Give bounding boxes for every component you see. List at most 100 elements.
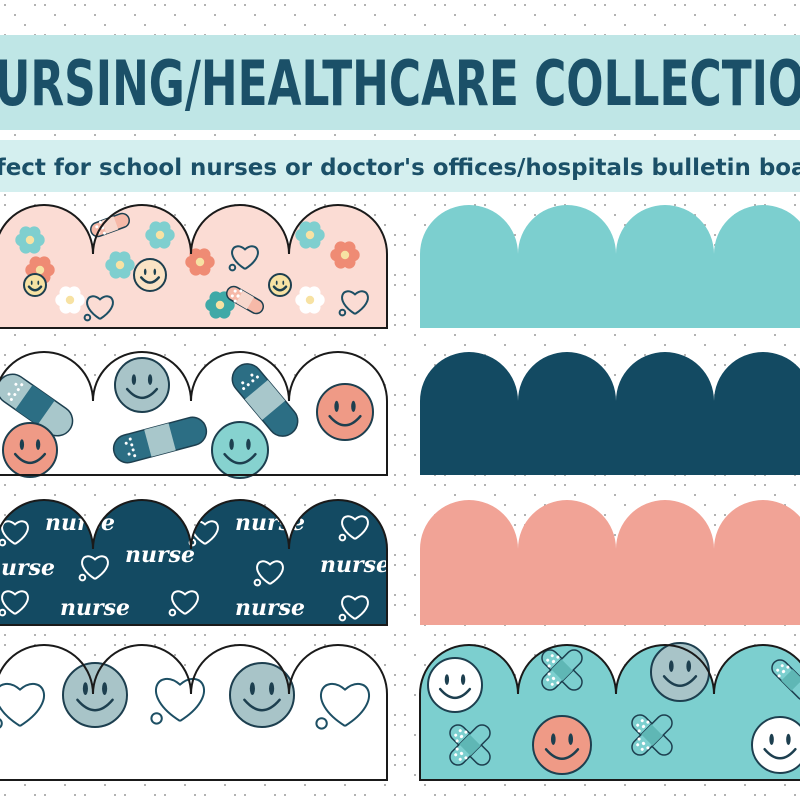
smiley-mouth (272, 285, 288, 292)
bandage-dot (636, 723, 640, 727)
flower-petal (37, 256, 51, 270)
heart-stethoscope (171, 590, 199, 615)
bandage-dot (776, 668, 780, 672)
bandage-dot (464, 730, 468, 734)
strip-shape (420, 352, 800, 475)
smiley-mouth (139, 276, 161, 284)
smiley-eye (668, 660, 674, 672)
bandage-dot (454, 753, 458, 757)
bandage-dot (241, 381, 245, 385)
bandage-dot (642, 724, 646, 728)
bandage-dot (130, 443, 134, 447)
nurse-script: nurse (125, 542, 195, 568)
bandage-dot (646, 720, 650, 724)
smiley-face (229, 662, 295, 728)
strip-body (0, 645, 387, 780)
flower-center (155, 230, 165, 240)
bandage-dot (552, 659, 556, 663)
bandage (225, 285, 265, 315)
bandage-dot (9, 397, 13, 401)
bandage-dot (233, 289, 237, 293)
bandage-dot (637, 737, 641, 741)
bandage-dot (255, 375, 259, 379)
bandage-dot (455, 739, 459, 743)
bandage-dot (13, 393, 17, 397)
bandage-dot (550, 654, 554, 658)
bandage (231, 363, 299, 437)
smiley-eye (30, 280, 33, 285)
bandage-dot (242, 387, 246, 391)
stethoscope-bell (168, 608, 177, 617)
bandage-dot (547, 664, 551, 668)
smiley-face (62, 662, 128, 728)
bandage-dot (556, 681, 560, 685)
strip-outline (0, 204, 388, 329)
stethoscope-bell (338, 308, 347, 317)
smiley-eye (786, 733, 791, 746)
smiley-face (532, 715, 592, 775)
smiley-mouth (243, 698, 281, 712)
title: NURSING/HEALTHCARE COLLECTION (0, 47, 800, 120)
smiley-eye (568, 733, 574, 745)
border-strip (420, 352, 800, 475)
smiley-eye (37, 280, 40, 285)
bandage-dot (780, 664, 784, 668)
flower-center (195, 257, 205, 267)
smiley-eye (769, 733, 774, 746)
subtitle-band (0, 140, 800, 192)
smiley-eye (153, 268, 157, 275)
smiley-face (650, 642, 710, 702)
bandage (631, 714, 673, 756)
smiley-face (23, 273, 47, 297)
bandage (112, 416, 208, 464)
smiley-eye (35, 439, 41, 450)
flower-center (25, 235, 35, 245)
bandage-pad (781, 669, 800, 691)
bandage-dot (550, 682, 554, 686)
smiley-mouth (328, 414, 362, 427)
bandage-dot (460, 734, 464, 738)
smiley-eye (275, 280, 278, 285)
smiley-eye (351, 400, 356, 412)
smiley-mouth (763, 747, 797, 760)
bandage-pad (459, 734, 481, 756)
heart-stethoscope (155, 678, 205, 722)
heart-stethoscope (86, 295, 114, 320)
bandage-dot (124, 441, 128, 445)
bandage-pad (551, 659, 573, 681)
flower-center (305, 295, 315, 305)
title-band (0, 35, 800, 130)
strip-body (0, 205, 387, 328)
bandage-dot (95, 225, 99, 229)
nurse-script: nurse (235, 510, 305, 536)
smiley-face (2, 422, 58, 478)
smiley-face (268, 273, 292, 297)
bandage-dot (16, 388, 20, 392)
strip-body (420, 205, 800, 328)
nurse-script: nurse (0, 555, 55, 581)
strip-body (420, 352, 800, 475)
border-strip (420, 205, 800, 328)
nurse-script: nurse (320, 552, 390, 578)
smiley-mouth (438, 687, 472, 700)
nurse-script: nurse (60, 595, 130, 621)
smiley-eye (143, 268, 147, 275)
stethoscope-bell (0, 717, 3, 730)
smiley-eye (334, 400, 339, 412)
heart-stethoscope (256, 560, 284, 585)
heart-stethoscope (341, 595, 369, 620)
stethoscope-bell (228, 263, 237, 272)
stethoscope-bell (78, 573, 87, 582)
subtitle: Perfect for school nurses or doctor's of… (0, 155, 800, 181)
border-strip (0, 352, 387, 479)
flower-petal (117, 251, 131, 265)
border-strip (420, 642, 800, 780)
bandage-dot (640, 719, 644, 723)
bandage-dot (459, 751, 463, 755)
bandage-dot (128, 437, 132, 441)
flower-petal (67, 286, 81, 300)
smiley-eye (686, 660, 692, 672)
bandage-pad (144, 423, 176, 457)
bandage-dot (230, 294, 234, 298)
flower-center (115, 260, 125, 270)
